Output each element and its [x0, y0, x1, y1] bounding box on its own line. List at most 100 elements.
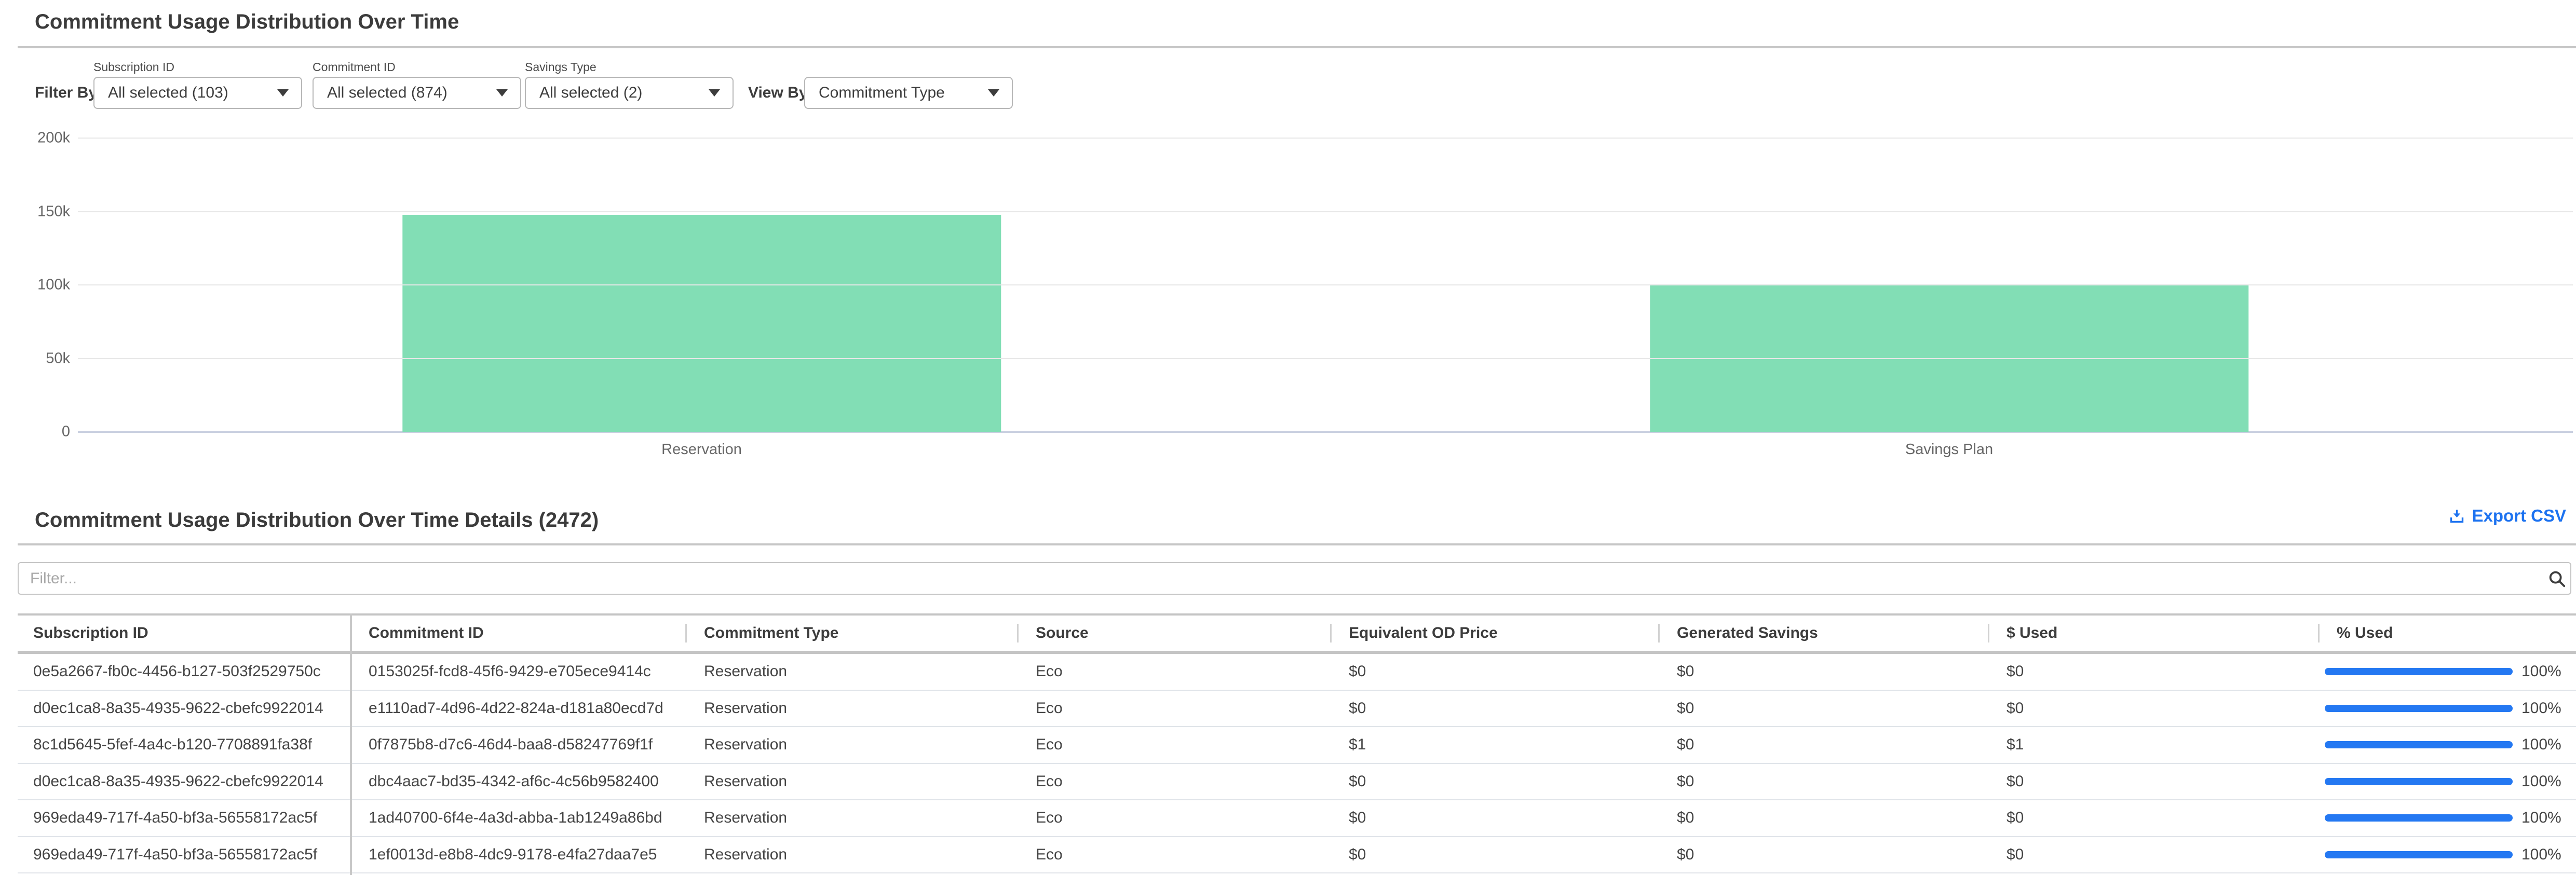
table-row: 8c1d5645-5fef-4a4c-b120-7708891fa38f 0f7…: [18, 727, 2576, 764]
export-csv-button[interactable]: Export CSV: [2449, 507, 2566, 525]
column-header-commitment-id: Commitment ID: [369, 624, 484, 641]
cell-commitment-id: 0f7875b8-d7c6-46d4-baa8-d58247769f1f: [369, 736, 653, 754]
download-icon: [2450, 509, 2464, 523]
cell-generated-savings: $0: [1677, 736, 1694, 754]
column-header-commitment-type: Commitment Type: [685, 616, 1017, 651]
chart-category-label: Reservation: [661, 441, 742, 458]
cell-dollar-used: $0: [2006, 663, 2024, 680]
column-header-source: Source: [1017, 616, 1330, 651]
table-row: d0ec1ca8-8a35-4935-9622-cbefc9922014 dbc…: [18, 763, 2576, 800]
gridline: [78, 358, 2573, 359]
subscription-id-filter-label: Subscription ID: [93, 60, 174, 74]
cell-commitment-id: 1ef0013d-e8b8-4dc9-9178-e4fa27daa7e5: [369, 845, 657, 863]
cell-dollar-used: $1: [2006, 736, 2024, 754]
chart-bar-reservation[interactable]: [402, 215, 1001, 432]
cell-percent-used: 100%: [2318, 800, 2576, 836]
cell-subscription-id: 8c1d5645-5fef-4a4c-b120-7708891fa38f: [33, 736, 313, 754]
table-row: 0e5a2667-fb0c-4456-b127-503f2529750c 015…: [18, 654, 2576, 691]
cell-source: Eco: [1036, 736, 1063, 754]
details-title: Commitment Usage Distribution Over Time …: [35, 509, 599, 531]
gridline: [78, 211, 2573, 212]
cell-commitment-type: Reservation: [704, 809, 788, 827]
chevron-down-icon: [709, 89, 720, 97]
percent-used-value: 100%: [2521, 845, 2561, 863]
percent-used-progress-bar: [2325, 668, 2513, 676]
savings-type-filter-label: Savings Type: [525, 60, 596, 74]
cell-commitment-type: Reservation: [704, 699, 788, 717]
table-filter-input[interactable]: [18, 562, 2571, 595]
chevron-down-icon: [496, 89, 508, 97]
first-column-rule: [350, 613, 352, 875]
commitment-id-dropdown-value: All selected (874): [327, 84, 448, 101]
percent-used-value: 100%: [2521, 736, 2561, 754]
cell-commitment-id: 0153025f-fcd8-45f6-9429-e705ece9414c: [369, 663, 651, 680]
table-body: 0e5a2667-fb0c-4456-b127-503f2529750c 015…: [18, 654, 2576, 875]
details-table: Subscription ID Commitment ID Commitment…: [18, 613, 2576, 875]
cell-subscription-id: 969eda49-717f-4a50-bf3a-56558172ac5f: [33, 809, 318, 827]
cell-commitment-id: e1110ad7-4d96-4d22-824a-d181a80ecd7d: [369, 699, 663, 717]
percent-used-progress-bar: [2325, 704, 2513, 712]
search-icon[interactable]: [2547, 569, 2567, 589]
cell-dollar-used: $0: [2006, 845, 2024, 863]
page-title: Commitment Usage Distribution Over Time: [35, 10, 459, 33]
cell-percent-used: 100%: [2318, 727, 2576, 763]
table-header-row: Subscription ID Commitment ID Commitment…: [18, 613, 2576, 654]
cell-equivalent-od-price: $0: [1349, 772, 1366, 790]
column-header-subscription-id: Subscription ID: [33, 624, 148, 641]
cell-source: Eco: [1036, 809, 1063, 827]
savings-type-dropdown-value: All selected (2): [539, 84, 643, 101]
subscription-id-dropdown-value: All selected (103): [108, 84, 228, 101]
subscription-id-dropdown[interactable]: All selected (103): [93, 77, 302, 109]
cell-subscription-id: d0ec1ca8-8a35-4935-9622-cbefc9922014: [33, 699, 323, 717]
cell-commitment-type: Reservation: [704, 845, 788, 863]
cell-source: Eco: [1036, 845, 1063, 863]
percent-used-value: 100%: [2521, 772, 2561, 790]
column-header-percent-used: % Used: [2318, 616, 2576, 651]
percent-used-value: 100%: [2521, 663, 2561, 680]
percent-used-value: 100%: [2521, 809, 2561, 827]
cell-commitment-type: Reservation: [704, 772, 788, 790]
cell-generated-savings: $0: [1677, 772, 1694, 790]
percent-used-progress-bar: [2325, 851, 2513, 858]
y-axis-tick-label: 200k: [37, 129, 70, 146]
filter-by-label: Filter By:: [35, 84, 103, 101]
y-axis-tick-label: 100k: [37, 276, 70, 293]
y-axis-tick-label: 0: [61, 423, 70, 440]
chevron-down-icon: [988, 89, 999, 97]
cell-commitment-type: Reservation: [704, 736, 788, 754]
table-row: d0ec1ca8-8a35-4935-9622-cbefc9922014 e11…: [18, 690, 2576, 727]
percent-used-progress-bar: [2325, 814, 2513, 822]
cell-equivalent-od-price: $0: [1349, 699, 1366, 717]
cell-commitment-id: 1ad40700-6f4e-4a3d-abba-1ab1249a86bd: [369, 809, 662, 827]
cell-generated-savings: $0: [1677, 809, 1694, 827]
title-divider: [18, 46, 2576, 48]
percent-used-progress-bar: [2325, 741, 2513, 749]
column-header-equivalent-od-price: Equivalent OD Price: [1330, 616, 1658, 651]
cell-equivalent-od-price: $0: [1349, 845, 1366, 863]
cell-generated-savings: $0: [1677, 699, 1694, 717]
percent-used-value: 100%: [2521, 699, 2561, 717]
percent-used-progress-bar: [2325, 777, 2513, 785]
commitment-usage-bar-chart: Reservation Savings Plan 200k 150k 100k 50k…: [37, 130, 2573, 458]
cell-percent-used: 100%: [2318, 654, 2576, 690]
chart-category-slot: Reservation: [78, 138, 1325, 458]
cell-equivalent-od-price: $0: [1349, 809, 1366, 827]
chart-category-label: Savings Plan: [1905, 441, 1994, 458]
cell-commitment-type: Reservation: [704, 663, 788, 680]
gridline: [78, 138, 2573, 139]
column-header-dollar-used: $ Used: [1988, 616, 2318, 651]
savings-type-dropdown[interactable]: All selected (2): [525, 77, 734, 109]
commitment-id-dropdown[interactable]: All selected (874): [313, 77, 521, 109]
cell-generated-savings: $0: [1677, 663, 1694, 680]
column-header-generated-savings: Generated Savings: [1658, 616, 1988, 651]
cell-subscription-id: d0ec1ca8-8a35-4935-9622-cbefc9922014: [33, 772, 323, 790]
y-axis-tick-label: 150k: [37, 203, 70, 220]
view-by-label: View By:: [748, 84, 813, 101]
chevron-down-icon: [277, 89, 289, 97]
x-axis-line: [78, 431, 2573, 433]
view-by-dropdown[interactable]: Commitment Type: [804, 77, 1013, 109]
cell-equivalent-od-price: $1: [1349, 736, 1366, 754]
cell-subscription-id: 969eda49-717f-4a50-bf3a-56558172ac5f: [33, 845, 318, 863]
cell-percent-used: 100%: [2318, 764, 2576, 800]
